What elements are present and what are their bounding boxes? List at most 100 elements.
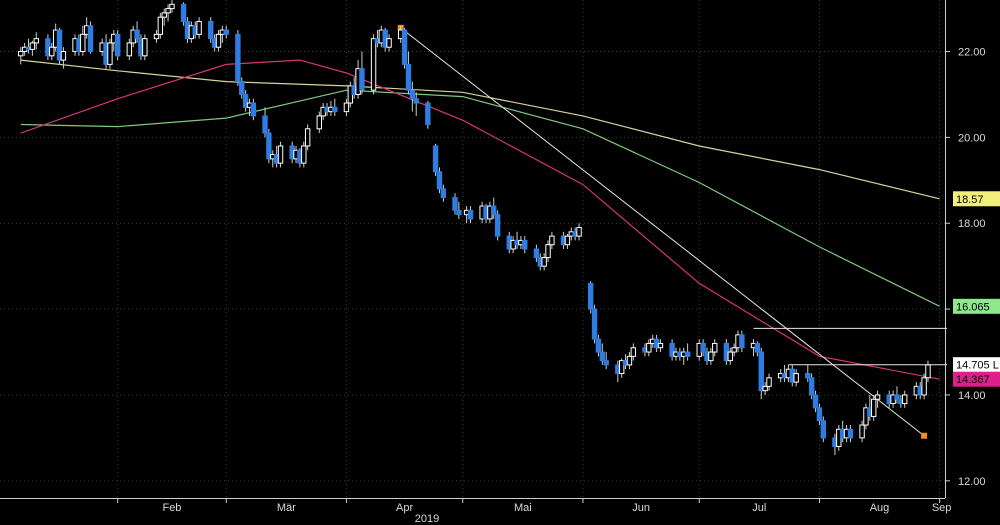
candle-down (816, 407, 823, 422)
candle-up (541, 257, 547, 267)
candle-up (304, 128, 311, 147)
candle-up (871, 398, 877, 417)
candle-up (386, 38, 392, 48)
candle-up (618, 360, 625, 375)
candle-up (215, 33, 222, 48)
candle-up (29, 42, 36, 50)
candle-down (114, 33, 121, 57)
candle-up (564, 235, 571, 246)
candle-up (33, 38, 39, 44)
candle-down (467, 209, 474, 220)
ma-line-ma_short (20, 59, 940, 380)
y-tick-label: 22.00 (958, 47, 986, 59)
candle-up (80, 33, 86, 53)
candle-up (626, 355, 633, 366)
candle-down (432, 145, 439, 173)
candle-up (549, 235, 555, 246)
candle-down (700, 342, 706, 353)
price-tags: 18.57 16.065 14.705 L 14.367 (953, 191, 1000, 387)
price-tag-bg (953, 298, 1000, 314)
candle-down (242, 93, 249, 108)
candle-up (169, 3, 175, 10)
candle-up (196, 20, 202, 35)
candle-down (440, 188, 447, 198)
candle-down (603, 360, 609, 366)
candle-down (409, 89, 416, 100)
candle-up (657, 342, 664, 349)
candle-up (107, 42, 113, 65)
candle-down (820, 420, 827, 439)
y-tick-label: 14.00 (958, 390, 986, 402)
candle-up (921, 377, 927, 396)
candle-up (301, 145, 307, 164)
y-tick-label: 20.00 (958, 132, 986, 144)
candle-down (808, 377, 815, 396)
price-tag-label: 14.705 L (956, 360, 999, 372)
price-tag-bg (953, 191, 1000, 207)
grid (0, 0, 946, 499)
candle-up (277, 145, 284, 164)
candle-down (452, 196, 458, 211)
candle-down (805, 373, 811, 379)
candle-down (754, 342, 761, 353)
candle-down (180, 3, 187, 22)
candle-down (595, 338, 602, 353)
candle-down (739, 334, 745, 349)
candle-up (766, 377, 772, 387)
x-tick-label: Sep (932, 502, 952, 514)
ma-line-ma_mid (20, 89, 940, 307)
candle-down (494, 214, 501, 237)
x-tick-label: Aug (870, 502, 890, 514)
candle-down (134, 29, 140, 40)
price-tag-bg (953, 371, 1000, 387)
candle-down (266, 132, 272, 160)
candle-down (669, 342, 675, 357)
candle-up (902, 394, 908, 405)
x-axis: Feb Mär Apr Mai Jun Jul Aug Sep (117, 498, 952, 514)
candle-down (208, 20, 214, 40)
price-tag-label: 16.065 (956, 301, 990, 313)
x-tick-label: Mär (277, 502, 296, 514)
candle-up (727, 351, 733, 362)
y-tick-label: 12.00 (958, 476, 986, 488)
candle-down (405, 63, 412, 91)
ma-line-ma_long (20, 59, 940, 200)
candle-down (894, 394, 900, 400)
candle-down (456, 209, 462, 216)
candle-up (161, 12, 167, 18)
candles (18, 0, 931, 456)
x-tick-label: Feb (162, 502, 181, 514)
price-tag-bg (953, 357, 1000, 373)
candle-up (545, 244, 551, 259)
x-tick-label: Apr (396, 502, 413, 514)
candle-down (522, 239, 528, 250)
candle-up (126, 42, 133, 57)
candle-down (847, 428, 854, 439)
x-tick-label: Jul (752, 502, 766, 514)
candle-up (370, 38, 377, 91)
candle-up (316, 115, 322, 130)
candle-up (925, 364, 931, 379)
candle-up (576, 227, 582, 237)
candle-down (758, 351, 764, 392)
candle-up (874, 394, 881, 400)
candle-down (235, 33, 241, 83)
candle-up (708, 351, 714, 362)
candle-down (262, 115, 268, 134)
year-label: 2019 (415, 513, 439, 525)
candle-down (812, 394, 819, 409)
candle-down (359, 68, 365, 91)
candle-down (250, 102, 257, 117)
candle-up (731, 347, 737, 353)
price-tag-label: 18.57 (956, 194, 984, 206)
candle-down (87, 25, 94, 53)
candle-down (436, 171, 443, 190)
candle-down (684, 351, 691, 357)
candle-down (56, 29, 63, 61)
candle-up (712, 342, 718, 353)
candle-down (413, 98, 419, 104)
candle-up (165, 8, 171, 14)
candle-up (60, 51, 67, 61)
candle-down (587, 282, 594, 310)
